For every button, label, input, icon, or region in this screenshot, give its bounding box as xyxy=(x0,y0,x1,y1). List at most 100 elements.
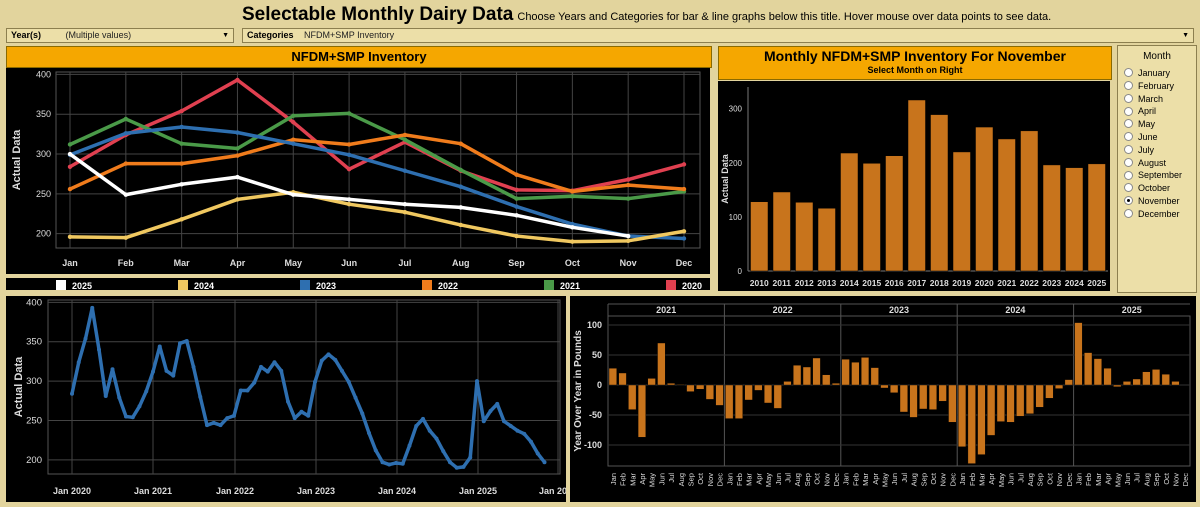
month-option-label: January xyxy=(1138,68,1171,78)
data-point-2024 xyxy=(514,233,519,239)
yoy-bar xyxy=(938,384,947,402)
data-point xyxy=(353,395,358,400)
y-tick-label: -100 xyxy=(584,440,602,450)
yoy-bar xyxy=(1035,384,1044,408)
month-option-june[interactable]: June xyxy=(1124,131,1196,144)
yoy-bar xyxy=(1142,371,1151,386)
yoy-bar xyxy=(812,357,821,386)
x-tick-label: Mar xyxy=(1094,473,1103,486)
data-point xyxy=(137,404,142,409)
y-tick-label: 0 xyxy=(738,267,743,276)
yoy-bar xyxy=(686,384,695,392)
legend-label-2021: 2021 xyxy=(560,281,580,291)
data-point xyxy=(326,352,331,357)
plot-area-frame xyxy=(607,315,1191,467)
categories-filter[interactable]: Categories NFDM+SMP Inventory ▼ xyxy=(242,28,1194,43)
month-option-august[interactable]: August xyxy=(1124,157,1196,170)
data-point xyxy=(117,395,122,400)
month-option-february[interactable]: February xyxy=(1124,80,1196,93)
month-selector-title: Month xyxy=(1143,51,1171,62)
data-point xyxy=(198,394,203,399)
x-tick-label: Jul xyxy=(1133,473,1142,483)
x-tick-label: Nov xyxy=(822,473,831,487)
yoy-bar xyxy=(996,384,1005,422)
data-point xyxy=(454,465,459,470)
yoy-bar xyxy=(763,384,773,404)
month-option-may[interactable]: May xyxy=(1124,118,1196,131)
data-point xyxy=(319,358,324,363)
data-point-2022 xyxy=(458,141,463,146)
radio-icon[interactable] xyxy=(1124,93,1133,103)
month-option-september[interactable]: September xyxy=(1124,169,1196,182)
data-point-2020 xyxy=(346,166,352,172)
x-tick-label: Apr xyxy=(987,472,996,484)
data-point-2020 xyxy=(681,162,687,167)
bar-2010 xyxy=(750,201,769,272)
radio-icon[interactable] xyxy=(1124,183,1133,193)
yoy-bar xyxy=(822,374,831,386)
yoy-bar xyxy=(628,384,637,410)
data-point-2023 xyxy=(570,221,575,227)
legend-swatch-2024 xyxy=(178,280,188,290)
years-filter[interactable]: Year(s) (Multiple values) ▼ xyxy=(6,28,234,43)
x-tick-label: Jun xyxy=(1007,473,1016,485)
x-tick-label: Oct xyxy=(929,472,938,485)
data-point xyxy=(157,344,162,349)
yoy-bar xyxy=(1132,378,1141,386)
month-option-january[interactable]: January xyxy=(1124,67,1196,80)
month-option-november[interactable]: November xyxy=(1124,195,1196,208)
radio-icon[interactable] xyxy=(1124,80,1133,90)
month-option-october[interactable]: October xyxy=(1124,182,1196,195)
data-point-2023 xyxy=(402,168,408,173)
x-tick-label: Mar xyxy=(174,258,191,268)
x-tick-label: Apr xyxy=(638,472,647,484)
radio-icon[interactable] xyxy=(1124,144,1133,154)
radio-icon[interactable] xyxy=(1124,157,1133,167)
yoy-bar xyxy=(725,384,734,419)
data-point xyxy=(468,455,473,460)
chevron-down-icon: ▼ xyxy=(222,32,229,39)
x-tick-label: 2015 xyxy=(862,278,881,288)
radio-icon[interactable] xyxy=(1124,132,1133,142)
month-option-label: February xyxy=(1138,80,1175,91)
yoy-bar xyxy=(734,384,744,419)
radio-icon[interactable] xyxy=(1124,170,1133,180)
yoy-bar xyxy=(1074,322,1083,386)
y-tick-label: 300 xyxy=(36,149,51,159)
years-filter-value: (Multiple values) xyxy=(65,30,132,40)
radio-icon[interactable] xyxy=(1124,119,1133,129)
x-tick-label: 2024 xyxy=(1065,278,1084,288)
x-tick-label: Feb xyxy=(735,473,744,486)
data-point-2022 xyxy=(681,186,687,192)
month-option-march[interactable]: March xyxy=(1124,93,1196,106)
yearly-bar-chart: 0 100 200 300 Actual Data 2010 2011 2012 2013 201… xyxy=(718,81,1110,291)
line-chart-banner: NFDM+SMP Inventory xyxy=(6,46,712,68)
data-point xyxy=(76,360,81,365)
radio-icon[interactable] xyxy=(1124,208,1133,218)
data-point xyxy=(103,394,108,399)
x-tick-label: Aug xyxy=(910,473,919,486)
years-filter-label: Year(s) xyxy=(11,30,42,40)
month-option-april[interactable]: April xyxy=(1124,105,1196,118)
x-tick-label: Nov xyxy=(1171,473,1180,487)
x-tick-label: May xyxy=(997,473,1006,487)
radio-icon[interactable] xyxy=(1124,196,1133,206)
data-point xyxy=(529,439,533,444)
radio-icon[interactable] xyxy=(1124,68,1133,78)
timeseries-line-chart: 200 250 300 350 400 Jan 2020 Jan 2021 Jan 2022 J… xyxy=(6,296,577,502)
month-option-december[interactable]: December xyxy=(1124,208,1196,221)
data-point xyxy=(265,369,270,374)
x-tick-label: 2025 xyxy=(1087,278,1106,288)
x-tick-label: Jun xyxy=(657,473,666,485)
radio-icon[interactable] xyxy=(1124,106,1133,116)
y-tick-label: 50 xyxy=(592,350,602,360)
data-point xyxy=(97,347,101,352)
data-point xyxy=(502,419,506,424)
month-option-july[interactable]: July xyxy=(1124,144,1196,157)
bar-2013 xyxy=(817,207,836,272)
series-line-2024 xyxy=(69,190,685,244)
data-point xyxy=(286,399,290,404)
x-tick-label: Sep xyxy=(508,258,525,268)
data-point xyxy=(171,373,176,378)
yoy-bar xyxy=(802,366,811,386)
